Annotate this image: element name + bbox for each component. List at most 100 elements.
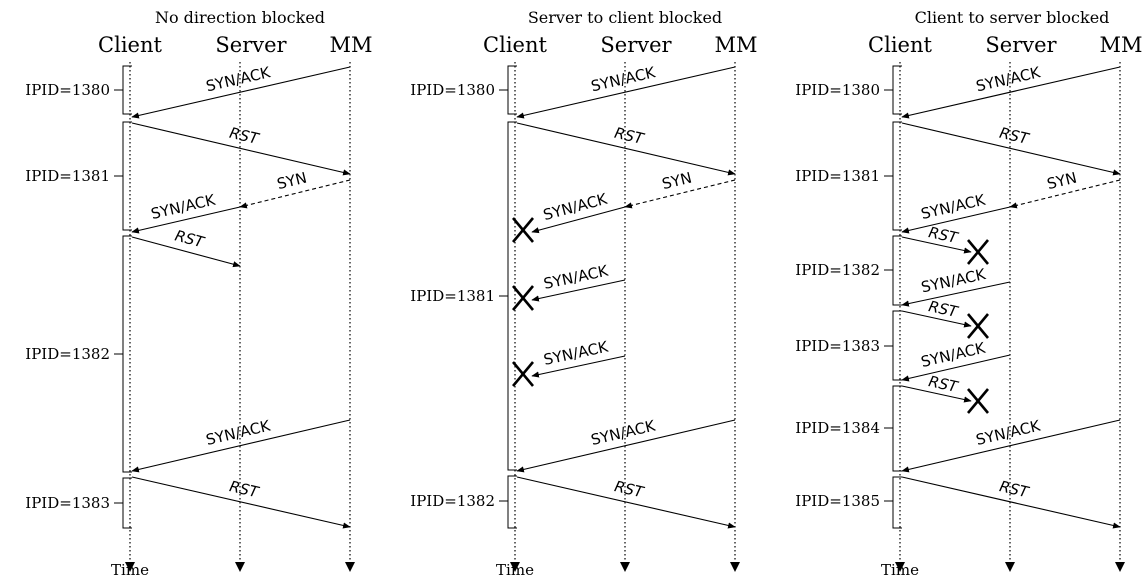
ipid-label: IPID=1382 xyxy=(795,261,880,279)
blocked-x-icon xyxy=(967,388,989,414)
message-arrow-syn-ack xyxy=(516,419,736,473)
blocked-x-icon xyxy=(512,285,534,311)
time-axis-label: Time xyxy=(496,561,534,578)
participant-client: Client xyxy=(868,33,932,57)
message-arrow-syn-ack xyxy=(531,279,626,302)
message-arrow-rst xyxy=(131,236,241,268)
message-label: SYN/ACK xyxy=(974,63,1043,95)
message-label: RST xyxy=(998,124,1032,149)
time-arrowhead xyxy=(730,562,740,572)
message-arrow-rst xyxy=(901,236,972,254)
message-label: SYN xyxy=(1045,169,1078,194)
time-axis-label: Time xyxy=(881,561,919,578)
ipid-period-bracket xyxy=(122,65,132,115)
message-arrow-syn xyxy=(1009,179,1121,209)
panel-title: Client to server blocked xyxy=(915,8,1110,27)
message-arrow-rst xyxy=(901,310,972,328)
message-label: SYN/ACK xyxy=(149,190,218,223)
ipid-label: IPID=1383 xyxy=(25,494,110,512)
message-label: SYN/ACK xyxy=(919,338,988,371)
participant-mm: MM xyxy=(1099,33,1142,57)
ipid-label: IPID=1380 xyxy=(25,81,110,99)
message-arrow-rst xyxy=(516,122,736,176)
message-arrow-rst xyxy=(901,385,972,403)
blocked-x-icon xyxy=(967,239,989,265)
message-label: SYN/ACK xyxy=(919,265,988,296)
message-arrow-syn-ack xyxy=(901,281,1011,307)
time-arrowhead xyxy=(235,562,245,572)
ipid-period-bracket xyxy=(122,121,132,231)
ipid-period-bracket xyxy=(122,477,132,529)
message-label: SYN/ACK xyxy=(204,416,273,449)
message-arrow-syn-ack xyxy=(901,354,1011,382)
panel-title: No direction blocked xyxy=(155,8,325,27)
message-arrow-syn-ack xyxy=(516,66,736,119)
message-arrow-syn-ack xyxy=(901,206,1011,234)
message-label: RST xyxy=(613,477,647,501)
ipid-period-bracket xyxy=(892,476,902,529)
ipid-period-bracket xyxy=(507,475,517,529)
ipid-label: IPID=1382 xyxy=(25,345,110,363)
message-arrow-syn-ack xyxy=(901,66,1121,119)
blocked-x-icon xyxy=(512,217,534,243)
participant-mm: MM xyxy=(329,33,372,57)
time-arrowhead xyxy=(1115,562,1125,572)
message-arrow-syn-ack xyxy=(531,206,626,234)
message-arrow-syn-ack xyxy=(131,66,351,119)
message-arrow-rst xyxy=(131,122,351,176)
message-arrow-syn xyxy=(239,179,351,209)
message-label: SYN/ACK xyxy=(204,63,273,95)
ipid-label: IPID=1385 xyxy=(795,492,880,510)
message-arrow-syn-ack xyxy=(901,419,1121,473)
ipid-period-bracket xyxy=(892,121,902,231)
message-label: SYN/ACK xyxy=(919,190,988,223)
message-arrow-rst xyxy=(901,122,1121,176)
ipid-period-bracket xyxy=(122,235,132,473)
message-label: SYN/ACK xyxy=(589,416,658,449)
message-arrow-syn-ack xyxy=(131,206,241,234)
ipid-label: IPID=1382 xyxy=(410,492,495,510)
message-label: SYN/ACK xyxy=(541,189,610,224)
ipid-period-bracket xyxy=(892,65,902,115)
time-axis-label: Time xyxy=(111,561,149,578)
participant-client: Client xyxy=(483,33,547,57)
participant-mm: MM xyxy=(714,33,757,57)
message-label: SYN/ACK xyxy=(542,261,611,293)
time-arrowhead xyxy=(510,562,520,572)
participant-server: Server xyxy=(985,33,1057,57)
message-label: RST xyxy=(228,477,262,501)
ipid-period-bracket xyxy=(507,65,517,115)
blocked-x-icon xyxy=(967,313,989,339)
message-label: SYN xyxy=(660,169,693,194)
ipid-label: IPID=1380 xyxy=(795,81,880,99)
ipid-period-bracket xyxy=(892,310,902,381)
message-arrow-rst xyxy=(131,476,351,529)
ipid-label: IPID=1380 xyxy=(410,81,495,99)
time-arrowhead xyxy=(125,562,135,572)
message-label: SYN/ACK xyxy=(974,416,1043,449)
message-label: SYN xyxy=(275,169,308,194)
blocked-x-icon xyxy=(512,361,534,387)
time-arrowhead xyxy=(895,562,905,572)
ipid-period-bracket xyxy=(892,385,902,472)
ipid-label: IPID=1381 xyxy=(795,167,880,185)
time-arrowhead xyxy=(345,562,355,572)
ipid-label: IPID=1384 xyxy=(795,419,880,437)
message-label: SYN/ACK xyxy=(589,63,658,95)
message-label: SYN/ACK xyxy=(542,337,611,369)
message-label: RST xyxy=(228,124,262,149)
ipid-label: IPID=1383 xyxy=(795,337,880,355)
ipid-label: IPID=1381 xyxy=(25,167,110,185)
time-arrowhead xyxy=(620,562,630,572)
panel-2: Server to client blocked Client Server MM Ti… xyxy=(410,8,757,578)
ipid-period-bracket xyxy=(892,235,902,306)
participant-server: Server xyxy=(215,33,287,57)
message-arrow-rst xyxy=(901,476,1121,529)
panel-title: Server to client blocked xyxy=(528,8,722,27)
message-arrow-syn-ack xyxy=(131,419,351,473)
message-label: RST xyxy=(998,477,1032,501)
panel-3: Client to server blocked Client Server MM Ti… xyxy=(795,8,1142,578)
participant-client: Client xyxy=(98,33,162,57)
ipid-period-bracket xyxy=(507,121,517,471)
